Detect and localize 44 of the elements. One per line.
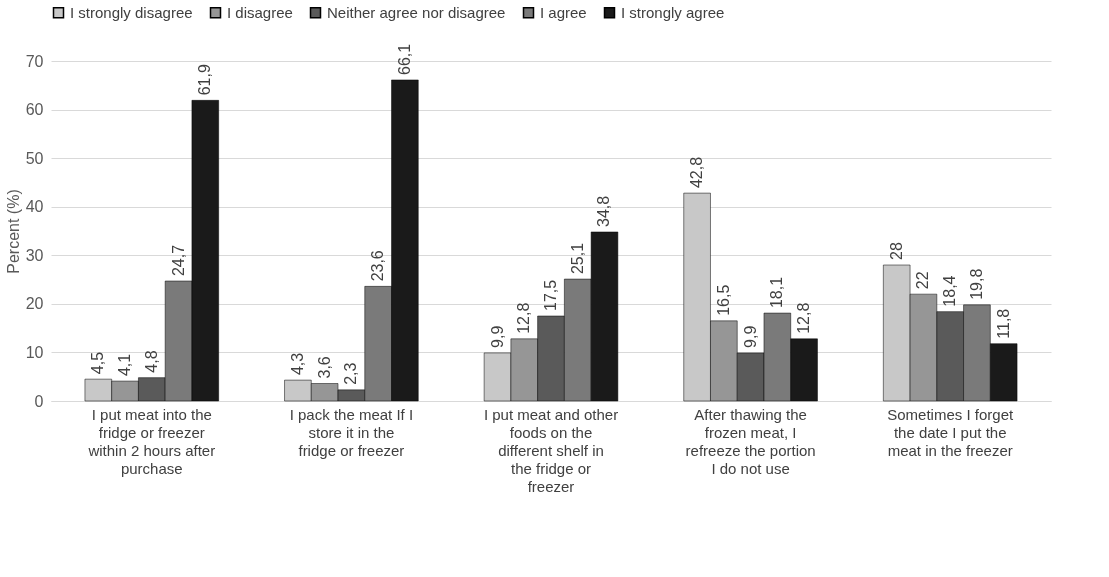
data-label: 61,9 (196, 64, 214, 96)
legend-label: I strongly agree (621, 3, 725, 21)
data-label: 28 (887, 242, 905, 260)
data-label: 4,8 (142, 350, 160, 373)
data-label: 4,3 (288, 352, 306, 376)
data-label: 9,9 (741, 325, 759, 348)
data-label: 18,1 (768, 276, 786, 309)
x-tick-label: Sometimes I forget the date I put the meat in the freezer (887, 405, 1014, 459)
y-tick-label: 70 (25, 52, 44, 70)
x-tick-label: I pack the meat If I store it in the fridge or freezer (289, 405, 414, 459)
y-tick-label: 40 (25, 198, 44, 216)
y-tick-label: 50 (25, 149, 44, 167)
x-tick-label: I put meat and other foods on the different shelf in the fridge or freezer (483, 405, 619, 495)
y-tick-label: 10 (25, 343, 44, 361)
data-label: 12,8 (795, 302, 813, 334)
legend-label: I strongly disagree (70, 3, 193, 21)
y-tick-label: 20 (25, 295, 44, 313)
data-label: 19,8 (967, 268, 985, 300)
data-label: 24,7 (169, 244, 187, 277)
data-label: 12,8 (515, 302, 533, 334)
y-tick-label: 60 (25, 101, 44, 119)
legend-label: I agree (540, 3, 587, 21)
data-label: 11,8 (994, 308, 1012, 339)
data-label: 4,5 (89, 351, 107, 375)
legend-label: Neither agree nor disagree (327, 3, 506, 21)
data-label: 16,5 (714, 284, 732, 316)
data-label: 23,6 (369, 250, 387, 282)
x-tick-label: I put meat into the fridge or freezer within 2 hours after purchase (87, 405, 216, 477)
y-tick-label: 30 (25, 246, 44, 264)
data-label: 4,1 (116, 353, 134, 377)
data-label: 3,6 (315, 356, 333, 379)
x-tick-label: After thawing the frozen meat, I refreeze the portion I do not use (685, 405, 816, 477)
data-label: 66,1 (395, 43, 413, 75)
data-label: 9,9 (488, 325, 506, 348)
y-tick-label: 0 (34, 392, 44, 410)
legend-label: I disagree (227, 3, 293, 21)
data-label: 2,3 (342, 362, 360, 385)
data-label: 17,5 (542, 279, 559, 311)
data-label: 18,4 (941, 275, 959, 307)
data-label: 25,1 (568, 242, 586, 275)
data-label: 42,8 (688, 156, 706, 189)
data-label: 22 (914, 271, 932, 290)
y-axis-title: Percent (%) (4, 189, 22, 274)
data-label: 34,8 (595, 195, 613, 227)
